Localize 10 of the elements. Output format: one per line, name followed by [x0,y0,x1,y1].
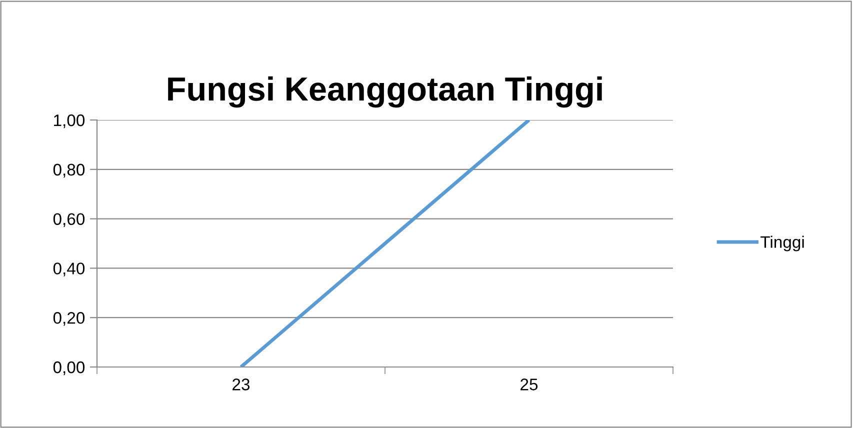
y-tick-label: 0,20 [53,312,85,326]
y-tick-label: 0,80 [53,164,85,178]
y-tick-label: 0,00 [53,361,85,376]
legend-label: Tinggi [760,236,804,252]
y-tick-label: 0,40 [53,262,85,276]
x-tick-label: 23 [232,378,250,390]
y-tick-label: 0,60 [53,213,85,227]
y-tick-label: 1,00 [54,114,85,128]
x-tick-label: 25 [520,378,538,390]
chart-title: Fungsi Keanggotaan Tinggi [168,76,602,108]
